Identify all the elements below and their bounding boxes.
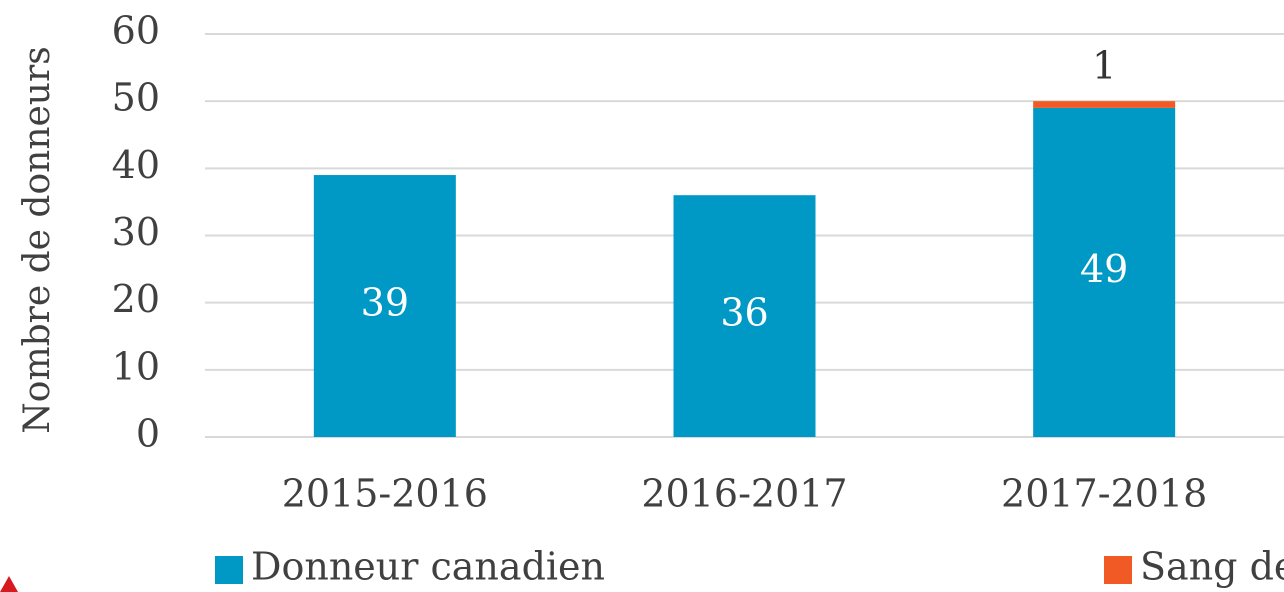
- data-label: 36: [720, 291, 768, 335]
- y-tick-label: 60: [112, 9, 160, 53]
- x-tick-label: 2017-2018: [1001, 472, 1207, 516]
- y-tick-label: 0: [136, 412, 160, 456]
- x-tick-label: 2015-2016: [282, 472, 488, 516]
- x-tick-label: 2016-2017: [641, 472, 847, 516]
- bar-segment: [313, 175, 456, 438]
- logo-fragment: [0, 576, 18, 592]
- data-label: 1: [1092, 44, 1116, 88]
- legend-label: Donneur canadien: [251, 545, 605, 589]
- data-label: 49: [1080, 247, 1128, 291]
- legend-swatch: [1104, 556, 1132, 584]
- bar-segment: [1033, 101, 1176, 108]
- bar-segment: [1033, 107, 1176, 437]
- legend-swatch: [215, 556, 243, 584]
- y-tick-label: 30: [112, 210, 160, 254]
- y-tick-label: 50: [112, 76, 160, 120]
- bar-segment: [673, 195, 816, 437]
- data-label: 39: [361, 281, 409, 325]
- y-tick-label: 20: [112, 277, 160, 321]
- y-axis-label: Nombre de donneurs: [17, 46, 58, 433]
- y-tick-label: 40: [112, 143, 160, 187]
- legend-label: Sang de cordon canadien: [1140, 545, 1284, 589]
- y-tick-label: 10: [112, 344, 160, 388]
